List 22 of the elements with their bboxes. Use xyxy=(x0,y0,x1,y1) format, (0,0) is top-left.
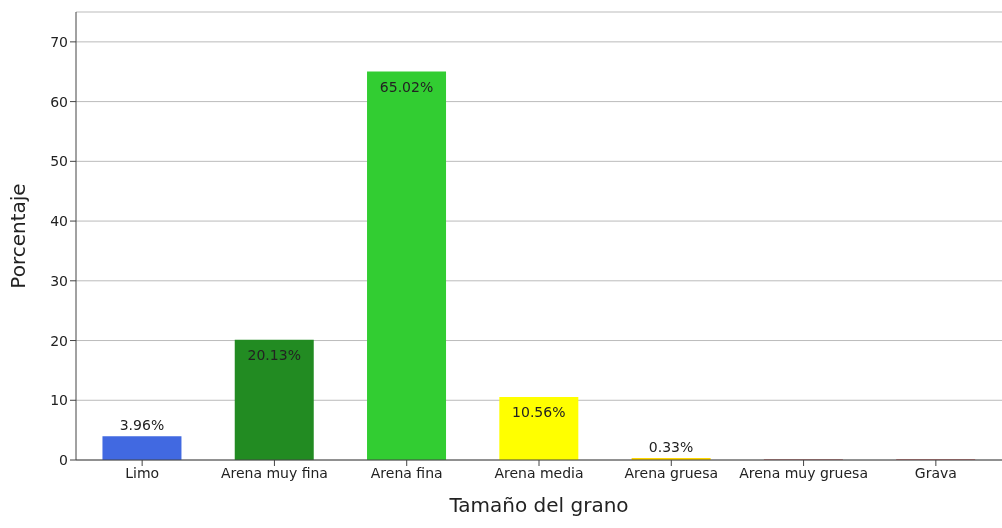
y-tick-label: 70 xyxy=(50,33,68,50)
y-tick-label: 20 xyxy=(50,332,68,349)
y-tick-label: 30 xyxy=(50,272,68,289)
x-tick-label: Arena gruesa xyxy=(624,464,719,481)
x-tick-label: Limo xyxy=(125,464,160,481)
data-label: 10.56% xyxy=(512,403,566,420)
x-axis-title: Tamaño del grano xyxy=(448,493,629,517)
x-tick-label: Arena media xyxy=(494,464,584,481)
x-tick-label: Grava xyxy=(914,464,957,481)
y-tick-label: 60 xyxy=(50,93,68,110)
data-label: 0.33% xyxy=(648,439,694,456)
y-axis-title: Porcentaje xyxy=(6,183,31,289)
y-tick-label: 50 xyxy=(50,153,68,170)
x-tick-label: Arena muy fina xyxy=(220,464,328,481)
data-label: 65.02% xyxy=(379,78,434,95)
x-tick-label: Arena muy gruesa xyxy=(739,464,868,481)
y-tick-label: 40 xyxy=(50,213,68,230)
y-tick-label: 0 xyxy=(59,451,68,468)
data-label: 3.96% xyxy=(119,417,165,434)
y-tick-label: 10 xyxy=(50,392,68,409)
x-tick-label: Arena fina xyxy=(370,464,443,481)
data-label: 20.13% xyxy=(247,346,301,363)
